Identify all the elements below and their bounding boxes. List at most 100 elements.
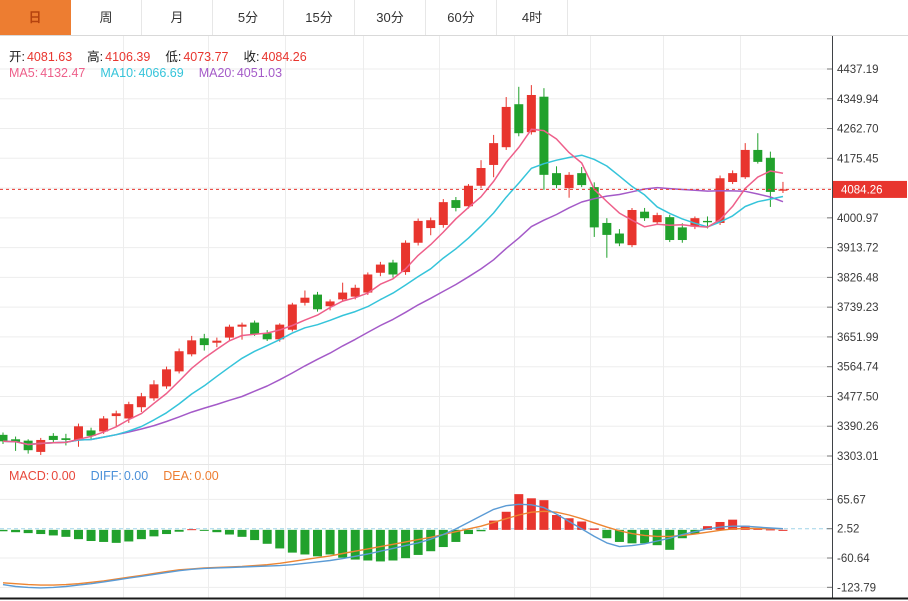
high-label: 高: (87, 50, 104, 64)
macd-value: 0.00 (51, 469, 76, 483)
candle-body (136, 396, 146, 408)
candle-body (250, 322, 260, 335)
macd-hist-bar (375, 529, 385, 562)
candle-body (728, 173, 738, 183)
tab-5min[interactable]: 5分 (213, 0, 284, 35)
current-price-badge (833, 180, 907, 198)
tab-15min[interactable]: 15分 (284, 0, 355, 35)
ma10-readout-group: MA10: 4066.69 (100, 66, 183, 80)
macd-hist-bar (539, 500, 549, 530)
tab-4hour[interactable]: 4时 (497, 0, 568, 35)
tab-30min[interactable]: 30分 (355, 0, 426, 35)
macd-hist-bar (300, 529, 310, 555)
candle-body (489, 143, 499, 165)
macd-hist-bar (250, 529, 260, 541)
macd-hist-bar (401, 529, 411, 559)
macd-hist-bar (728, 519, 738, 530)
open-readout-group: 开: 4081.63 (9, 50, 72, 64)
macd-hist-bar (489, 520, 499, 530)
candle-body (0, 434, 8, 442)
candle-body (36, 439, 46, 452)
candle-body (174, 351, 184, 372)
candle-body (275, 324, 285, 340)
candle-body (552, 173, 562, 186)
macd-hist-bar (501, 511, 511, 530)
macd-hist-bar (48, 529, 58, 536)
candle-body (539, 96, 549, 175)
price-axis-label: 3390.26 (837, 421, 879, 433)
candle-body (162, 369, 172, 387)
macd-hist-bar (640, 529, 650, 544)
price-axis-label: 3303.01 (837, 451, 879, 463)
price-axis-label: 4262.70 (837, 124, 879, 136)
tab-day[interactable]: 日 (0, 0, 71, 35)
candle-body (740, 149, 750, 178)
macd-hist-bar (463, 529, 473, 535)
macd-axis-label: 2.52 (837, 524, 859, 536)
candle-body (287, 304, 297, 330)
candle-body (602, 222, 612, 235)
tab-month[interactable]: 月 (142, 0, 213, 35)
macd-hist-bar (23, 529, 33, 534)
candle-body (300, 297, 310, 303)
candle-body (501, 106, 511, 148)
candle-body (614, 233, 624, 244)
price-axis-label: 4000.97 (837, 213, 879, 225)
candle-body (124, 404, 134, 419)
candle-body (463, 185, 473, 207)
macd-label: MACD: (9, 469, 50, 483)
macd-hist-bar (36, 529, 46, 535)
candle-body (224, 326, 234, 338)
candle-body (577, 173, 587, 186)
macd-hist-bar (715, 521, 725, 530)
candle-body (652, 215, 662, 223)
tab-60min[interactable]: 60分 (426, 0, 497, 35)
candle-body (401, 242, 411, 273)
macd-hist-bar (577, 521, 587, 530)
price-axis-label: 3739.23 (837, 302, 879, 314)
macd-hist-bar (224, 529, 234, 535)
diff-label: DIFF: (90, 469, 122, 483)
macd-hist-bar (602, 529, 612, 539)
diff-line (2, 503, 784, 589)
macd-hist-bar (124, 529, 134, 542)
ma20-value: 4051.03 (236, 66, 283, 80)
macd-hist-bar (476, 529, 486, 532)
low-label: 低: (165, 50, 182, 64)
candle-body (99, 418, 109, 432)
ma5-line (2, 128, 784, 446)
macd-readout: MACD: 0.00 DIFF: 0.00 DEA: 0.00 (9, 469, 234, 483)
price-axis-label: 3913.72 (837, 243, 879, 255)
ohlc-readout: 开: 4081.63 高: 4106.39 低: 4073.77 收: 4084.26 (9, 46, 322, 65)
diff-readout-group: DIFF: 0.00 (91, 469, 149, 483)
macd-hist-bar (778, 529, 788, 531)
candle-body (665, 217, 675, 241)
macd-hist-bar (338, 529, 348, 558)
tab-week[interactable]: 周 (71, 0, 142, 35)
candle-body (363, 274, 373, 293)
candle-body (375, 264, 385, 273)
macd-hist-bar (589, 528, 599, 530)
candle-body (23, 440, 33, 451)
candle-body (702, 220, 712, 223)
candle-body (61, 438, 71, 440)
price-axis-label: 3564.74 (837, 362, 879, 374)
candle-body (715, 178, 725, 223)
macd-hist-bar (73, 529, 83, 540)
candle-body (426, 220, 436, 229)
candle-body (753, 149, 763, 162)
macd-hist-bar (262, 529, 272, 544)
macd-hist-bar (552, 515, 562, 530)
candle-body (325, 301, 335, 307)
macd-hist-bar (426, 529, 436, 552)
candle-body (237, 324, 247, 327)
macd-hist-bar (174, 529, 184, 532)
macd-hist-bar (702, 526, 712, 530)
macd-hist-bar (0, 529, 8, 532)
low-readout-group: 低: 4073.77 (165, 50, 228, 64)
macd-hist-bar (212, 529, 222, 533)
ma5-label: MA5: (9, 66, 39, 80)
ma-readout: MA5: 4132.47 MA10: 4066.69 MA20: 4051.03 (9, 66, 297, 80)
candle-body (388, 262, 398, 275)
